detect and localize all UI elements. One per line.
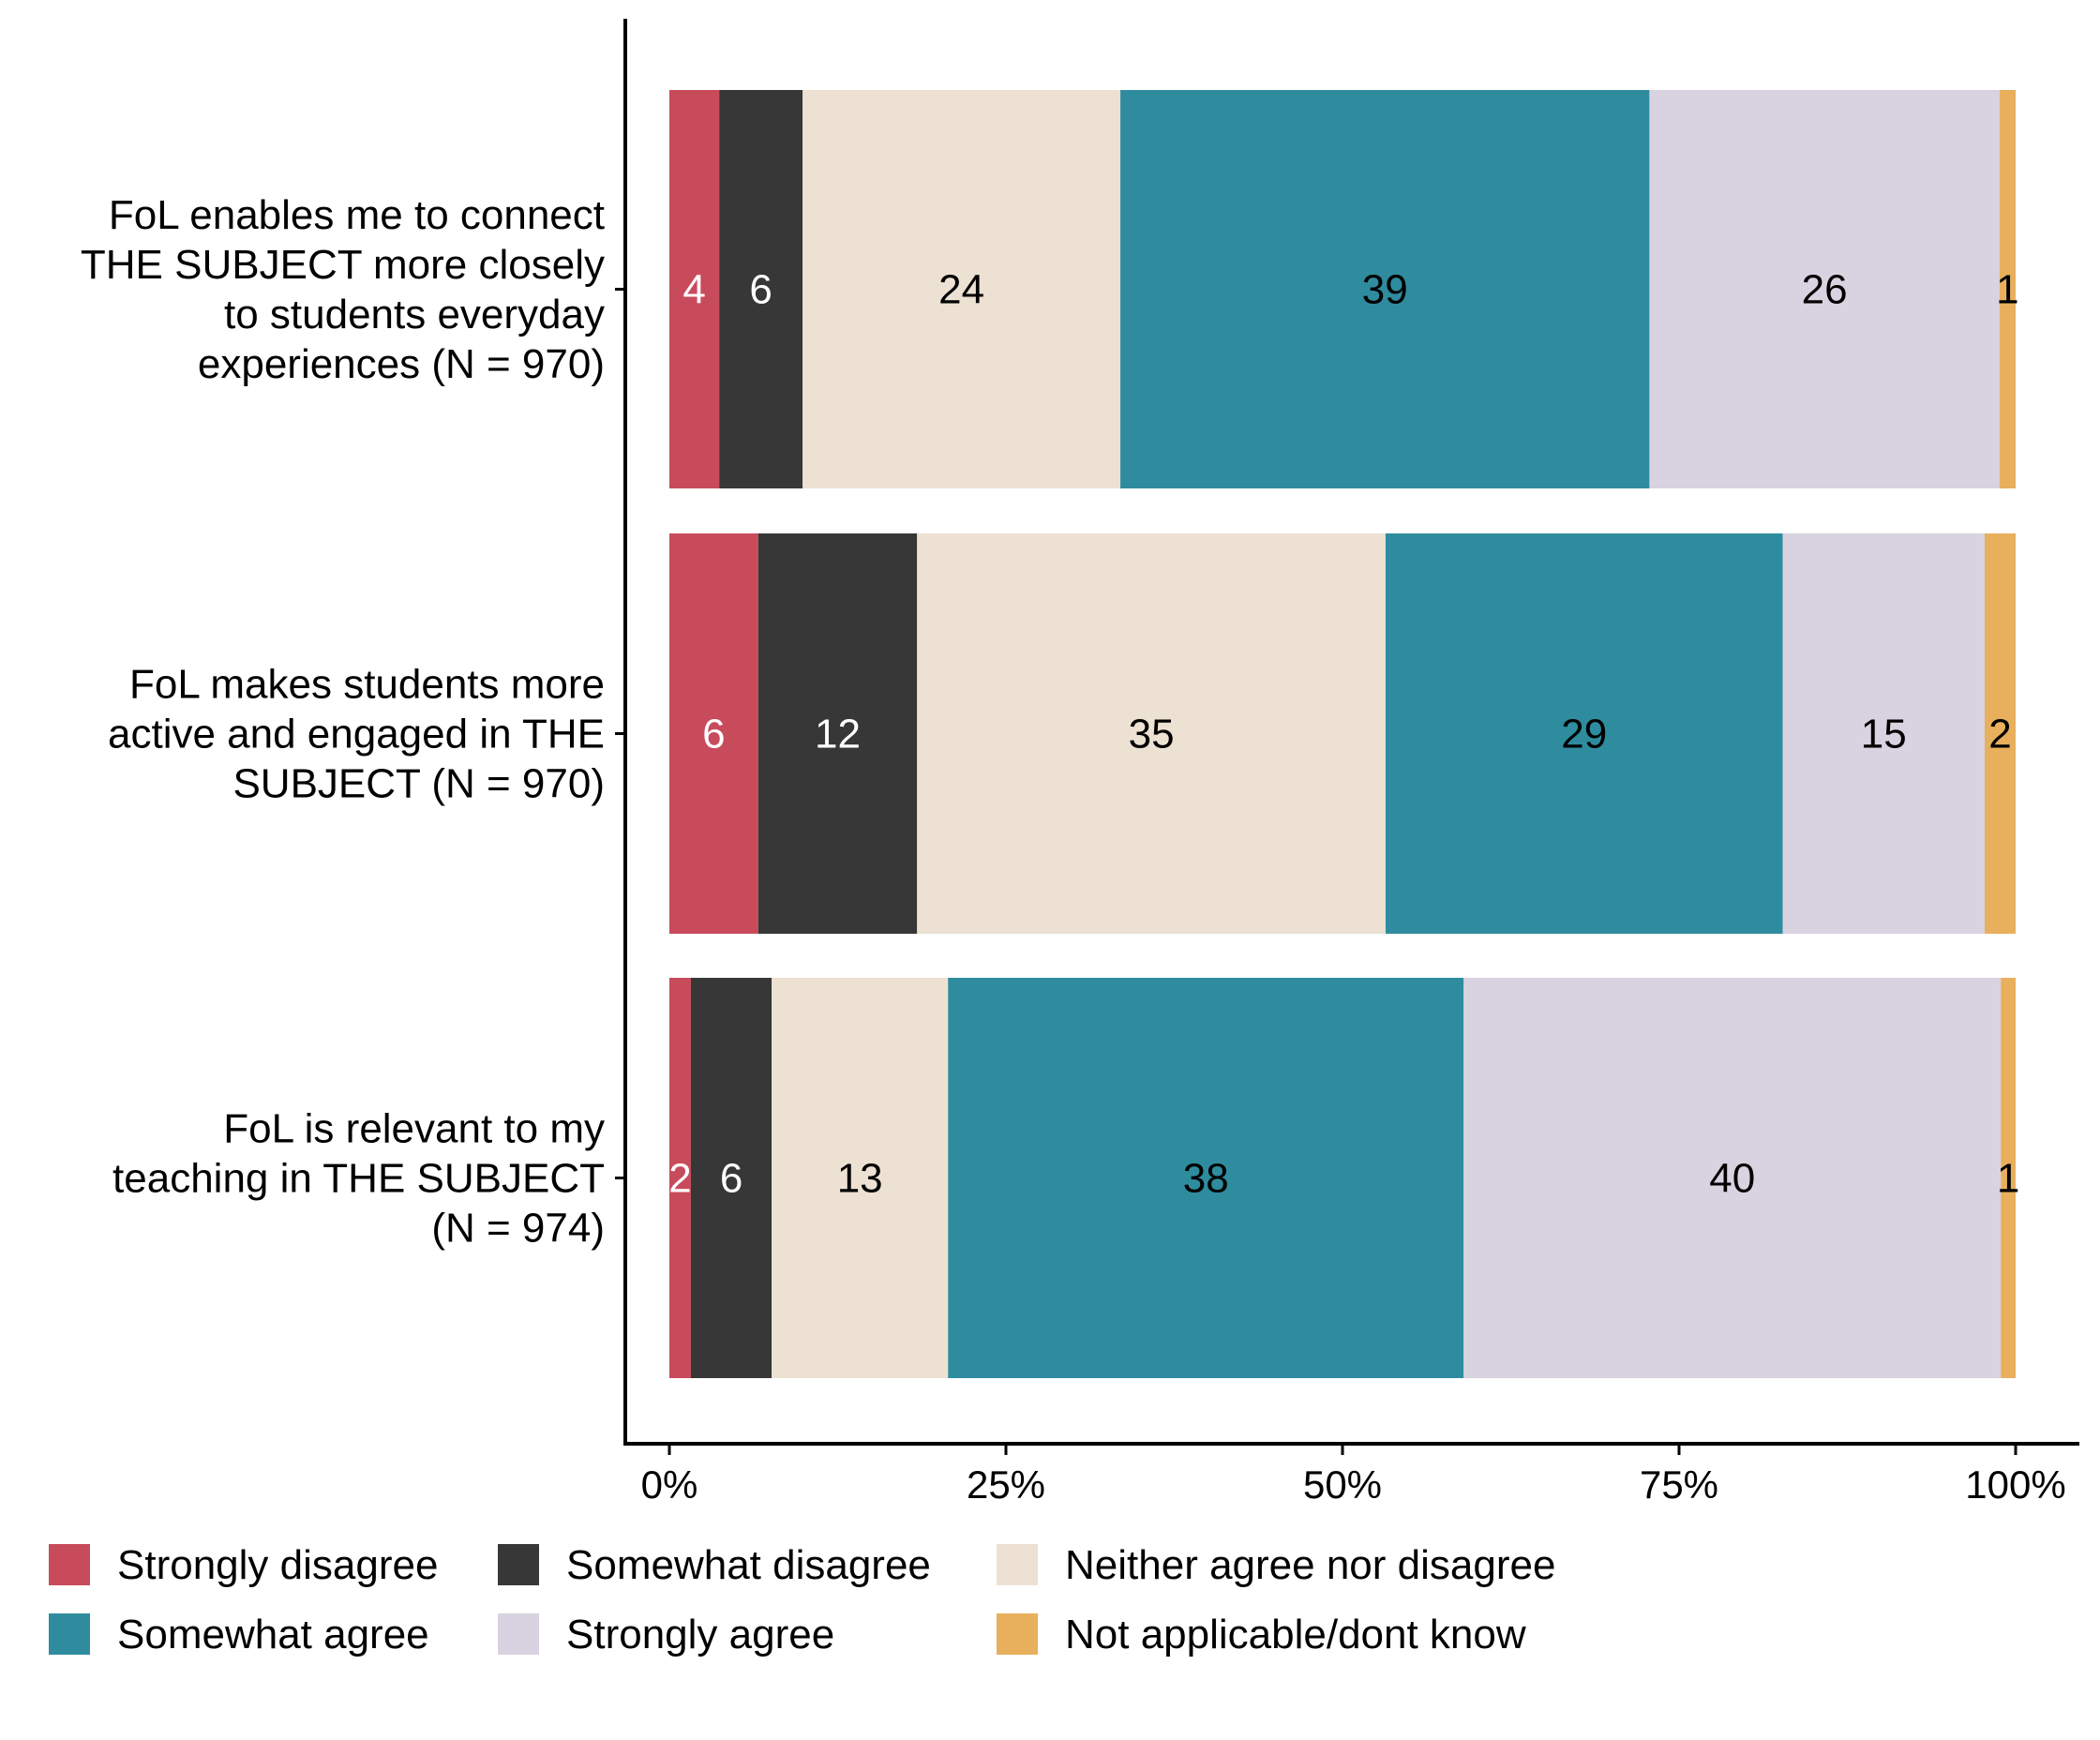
segment-label-1-3: 24 — [938, 267, 984, 313]
bar-segment-1-4 — [1120, 90, 1650, 488]
bar-segment-2-1 — [669, 533, 758, 934]
category-label-line: FoL is relevant to my — [223, 1106, 605, 1152]
category-label-line: THE SUBJECT more closely — [81, 242, 605, 288]
segment-label-1-1: 4 — [682, 267, 705, 313]
legend-item-4: Somewhat agree — [49, 1612, 429, 1658]
bar-segment-2-5 — [1782, 533, 1985, 934]
bar-segment-2-2 — [758, 533, 918, 934]
x-tick-label-75: 75% — [1640, 1462, 1718, 1507]
category-label-line: SUBJECT (N = 970) — [232, 761, 605, 807]
category-label-2: FoL makes students more active and engage… — [108, 662, 605, 807]
category-label-line: (N = 974) — [431, 1206, 605, 1252]
category-label-1: FoL enables me to connect THE SUBJECT mor… — [81, 192, 605, 387]
legend-label: Strongly disagree — [117, 1542, 438, 1588]
legend-swatch — [49, 1544, 90, 1585]
category-label-3: FoL is relevant to my teaching in THE SUB… — [112, 1106, 605, 1252]
bar-segment-1-2 — [719, 90, 803, 488]
bar-segment-3-1 — [669, 978, 691, 1378]
legend-swatch — [997, 1613, 1038, 1655]
segment-label-3-6: 1 — [1997, 1156, 2019, 1202]
bar-segment-2-3 — [917, 533, 1386, 934]
segment-label-3-3: 13 — [837, 1156, 883, 1202]
x-tick-label-50: 50% — [1303, 1462, 1382, 1507]
x-tick-label-25: 25% — [967, 1462, 1045, 1507]
segment-label-3-5: 40 — [1709, 1156, 1755, 1202]
legend-label: Somewhat agree — [117, 1612, 429, 1658]
category-label-line: FoL enables me to connect — [109, 192, 605, 238]
legend-swatch — [997, 1544, 1038, 1585]
segment-label-2-2: 12 — [815, 712, 861, 758]
bar-segment-2-6 — [1984, 533, 2016, 934]
bar-segment-2-4 — [1385, 533, 1783, 934]
legend-swatch — [49, 1613, 90, 1655]
segment-label-2-6: 2 — [1988, 712, 2011, 758]
bar-segment-1-6 — [1999, 90, 2016, 488]
bar-segment-3-4 — [948, 978, 1464, 1378]
x-ticks-layer: 0% 25% 50% 75% 100% — [641, 1444, 2066, 1507]
legend: Strongly disagree Somewhat disagree Neithe… — [49, 1542, 1555, 1658]
bar-segment-3-3 — [772, 978, 949, 1378]
bars-layer — [669, 90, 2016, 1378]
legend-item-3: Neither agree nor disagree — [997, 1542, 1555, 1588]
legend-label: Neither agree nor disagree — [1065, 1542, 1555, 1588]
category-label-line: to students everyday — [224, 292, 605, 338]
segment-label-1-2: 6 — [749, 267, 772, 313]
y-ticks-layer — [615, 288, 625, 1179]
segment-label-2-3: 35 — [1129, 712, 1175, 758]
category-label-line: experiences (N = 970) — [198, 341, 605, 387]
x-tick-label-100: 100% — [1965, 1462, 2065, 1507]
segment-label-2-1: 6 — [702, 712, 725, 758]
bar-segment-3-6 — [2001, 978, 2016, 1378]
bar-segment-1-3 — [802, 90, 1121, 488]
segment-label-3-2: 6 — [720, 1156, 742, 1202]
segment-label-1-5: 26 — [1802, 267, 1848, 313]
legend-label: Not applicable/dont know — [1065, 1612, 1526, 1658]
segment-labels-layer: 4 6 24 39 26 16 12 35 29 15 22 6 13 38 40 1 — [668, 267, 2019, 1202]
x-tick-label-0: 0% — [641, 1462, 698, 1507]
legend-item-5: Strongly agree — [498, 1612, 834, 1658]
segment-label-3-1: 2 — [668, 1156, 691, 1202]
legend-label: Somewhat disagree — [566, 1542, 931, 1588]
legend-item-6: Not applicable/dont know — [997, 1612, 1526, 1658]
category-label-line: active and engaged in THE — [108, 712, 605, 758]
bar-segment-1-1 — [669, 90, 720, 488]
segment-label-1-4: 39 — [1362, 267, 1408, 313]
legend-item-1: Strongly disagree — [49, 1542, 438, 1588]
segment-label-1-6: 1 — [1996, 267, 2018, 313]
category-label-line: FoL makes students more — [129, 662, 605, 708]
segment-label-2-5: 15 — [1861, 712, 1907, 758]
category-label-line: teaching in THE SUBJECT — [112, 1156, 605, 1202]
legend-swatch — [498, 1544, 539, 1585]
legend-swatch — [498, 1613, 539, 1655]
legend-item-2: Somewhat disagree — [498, 1542, 931, 1588]
bar-segment-3-5 — [1463, 978, 2002, 1378]
bar-segment-3-2 — [690, 978, 772, 1378]
segment-label-3-4: 38 — [1183, 1156, 1229, 1202]
segment-label-2-4: 29 — [1561, 712, 1607, 758]
bar-segment-1-5 — [1649, 90, 2000, 488]
legend-label: Strongly agree — [566, 1612, 834, 1658]
category-labels-layer: FoL enables me to connect THE SUBJECT mor… — [81, 192, 605, 1252]
